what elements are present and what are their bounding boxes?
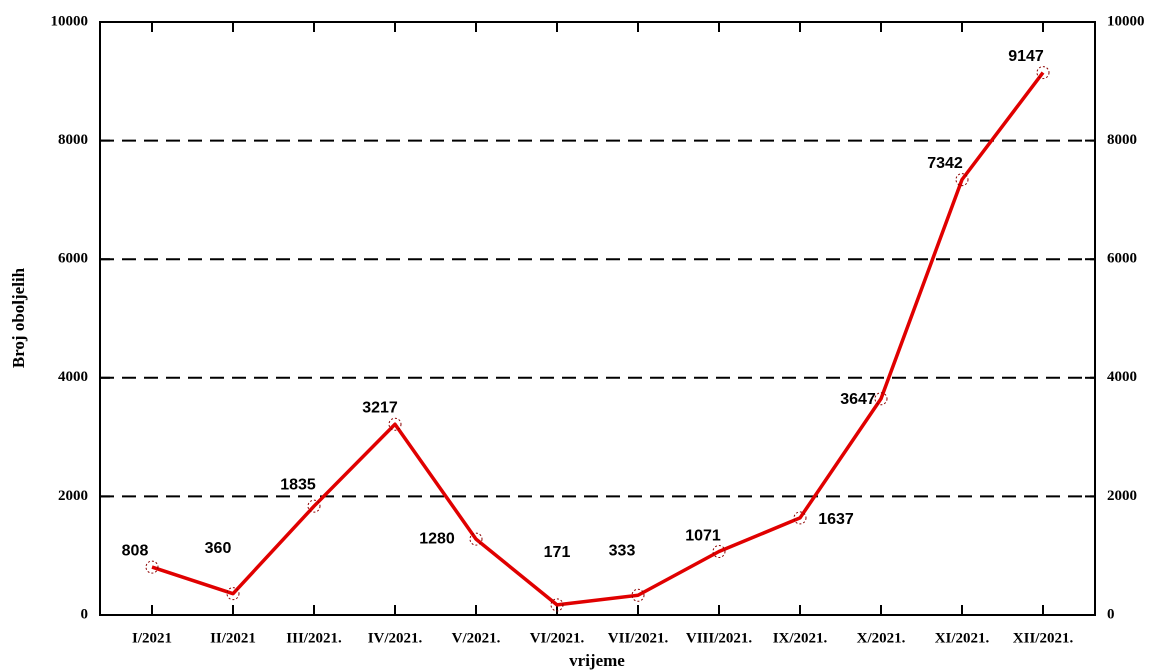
data-point <box>145 560 159 574</box>
data-point <box>550 598 564 612</box>
data-line <box>151 71 1045 607</box>
x-axis-label: vrijeme <box>569 651 625 670</box>
data-label: 9147 <box>1008 48 1044 65</box>
x-tick-label: IV/2021. <box>368 630 423 646</box>
data-label: 360 <box>205 540 232 557</box>
y-tick-label: 8000 <box>58 132 88 148</box>
data-label: 171 <box>544 544 571 561</box>
y-tick-label: 10000 <box>51 13 89 29</box>
y2-tick-label: 2000 <box>1107 488 1137 504</box>
y-axis-label: Broj oboljelih <box>9 267 28 368</box>
data-label: 333 <box>609 542 636 559</box>
data-point <box>1036 66 1050 80</box>
data-label: 1280 <box>419 530 455 547</box>
data-label: 808 <box>122 542 149 559</box>
y2-tick-label: 0 <box>1107 606 1115 622</box>
x-tick-label: X/2021. <box>857 630 906 646</box>
data-label: 1637 <box>818 511 854 528</box>
data-point <box>307 499 321 513</box>
y-tick-label: 6000 <box>58 251 88 267</box>
data-label: 3647 <box>840 391 876 408</box>
y2-tick-label: 6000 <box>1107 251 1137 267</box>
x-tick-label: VI/2021. <box>530 630 585 646</box>
data-label: 3217 <box>362 399 398 416</box>
data-label: 1071 <box>685 528 721 545</box>
data-point <box>469 532 483 546</box>
x-tick-label: XII/2021. <box>1013 630 1074 646</box>
y-tick-label: 4000 <box>58 369 88 385</box>
x-tick-label: V/2021. <box>452 630 501 646</box>
data-point <box>226 587 240 601</box>
data-point <box>874 392 888 406</box>
data-point <box>955 173 969 187</box>
data-label: 1835 <box>280 476 316 493</box>
x-tick-label: III/2021. <box>286 630 342 646</box>
y2-tick-label: 8000 <box>1107 132 1137 148</box>
plot-frame <box>99 21 1096 616</box>
x-tick-label: VII/2021. <box>608 630 669 646</box>
data-label: 7342 <box>927 155 963 172</box>
y-tick-label: 0 <box>81 606 89 622</box>
data-point <box>712 544 726 558</box>
x-tick-label: XI/2021. <box>935 630 990 646</box>
y2-tick-label: 10000 <box>1107 13 1145 29</box>
data-point <box>793 511 807 525</box>
x-tick-label: IX/2021. <box>773 630 828 646</box>
x-tick-label: I/2021 <box>132 630 172 646</box>
x-tick-label: VIII/2021. <box>686 630 753 646</box>
x-tick-label: II/2021 <box>210 630 256 646</box>
y-tick-label: 2000 <box>58 488 88 504</box>
data-point <box>388 417 402 431</box>
data-point <box>631 588 645 602</box>
y2-tick-label: 4000 <box>1107 369 1137 385</box>
